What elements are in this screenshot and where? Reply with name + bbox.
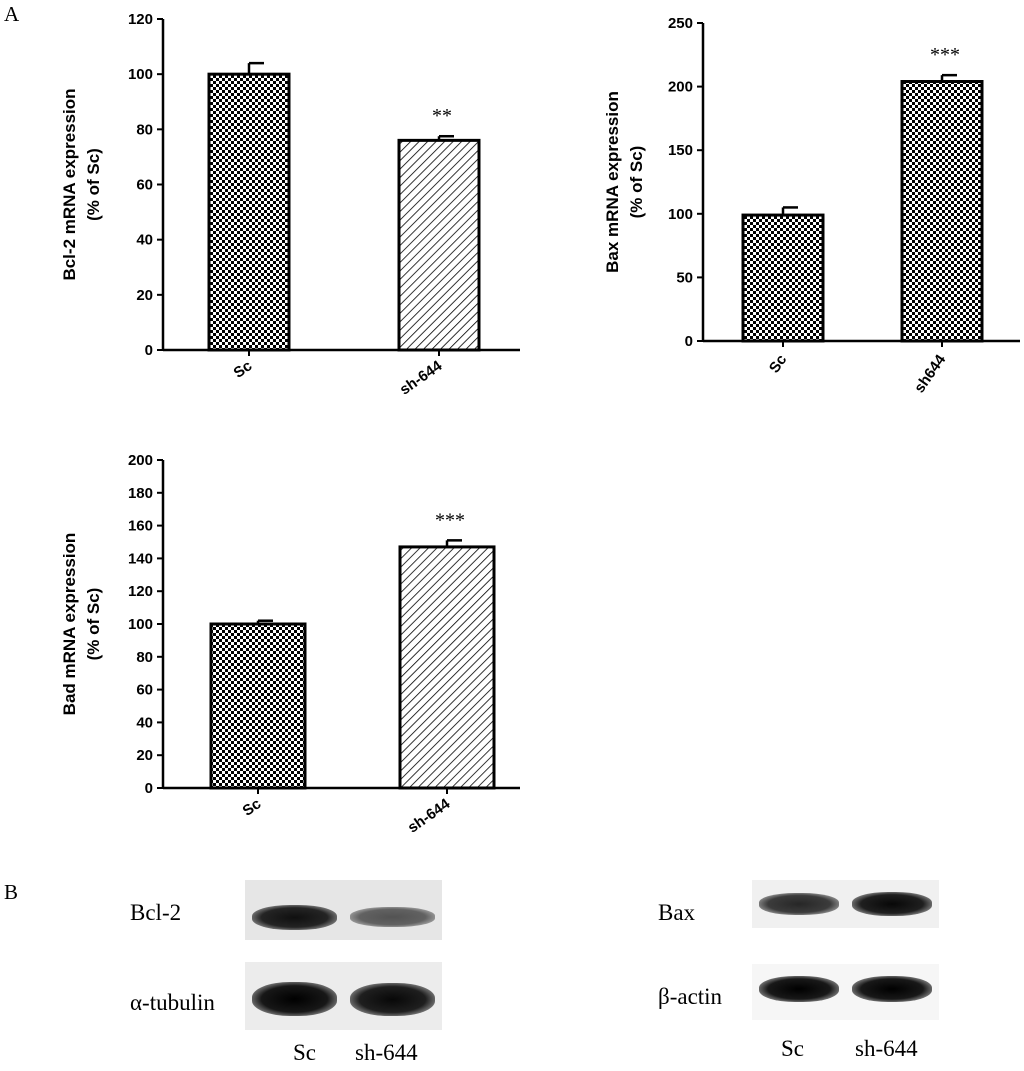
y-tick-label: 100: [128, 66, 153, 83]
panel-label-a: A: [4, 2, 20, 26]
y-tick-label: 60: [136, 682, 153, 699]
y-tick-label: 120: [128, 11, 153, 28]
blot-band: [852, 892, 933, 916]
bar-sh-644: [398, 545, 496, 790]
y-tick-label: 0: [685, 333, 693, 350]
bcl2-chart: 0 20 40 60 80 100 120 Bcl-2 mRNA expression (% o…: [60, 11, 520, 399]
y-tick-label: 250: [668, 15, 693, 32]
significance-label: ***: [435, 509, 465, 531]
blot-band: [350, 982, 436, 1017]
bar-sh-644: [397, 138, 481, 352]
bar-Sc: [207, 72, 291, 352]
blot-band: [852, 976, 933, 1003]
y-tick-label: 0: [145, 780, 153, 797]
y-tick-label: 80: [136, 649, 153, 666]
x-tick-label: Sc: [240, 795, 265, 819]
y-tick-label: 150: [668, 142, 693, 159]
blot-band: [350, 907, 436, 927]
y-tick-label: 200: [668, 79, 693, 96]
x-tick-label: sh-644: [405, 795, 454, 837]
blot-lane-sc-right: Sc: [781, 1036, 804, 1061]
y-tick-label: 100: [668, 206, 693, 223]
bar-Sc: [741, 213, 825, 343]
y-axis-title-line1: Bad mRNA expression: [60, 533, 79, 716]
y-tick-label: 40: [136, 232, 153, 249]
x-tick-label: sh-644: [397, 357, 446, 399]
blot-band: [251, 904, 337, 930]
y-tick-label: 100: [128, 616, 153, 633]
blot-lane-sh644-right: sh-644: [855, 1036, 918, 1061]
y-tick-label: 20: [136, 747, 153, 764]
y-axis-title-line2: (% of Sc): [84, 148, 103, 221]
bax-chart: 0 50 100 150 200 250 Bax mRNA expression (% of …: [603, 15, 1020, 396]
bar-sh644: [900, 80, 984, 343]
y-tick-label: 120: [128, 583, 153, 600]
blot-image-bcl2: [245, 880, 442, 940]
x-tick-label: sh644: [911, 351, 950, 396]
y-axis-title-line1: Bcl-2 mRNA expression: [60, 88, 79, 280]
y-tick-label: 160: [128, 518, 153, 535]
y-tick-label: 40: [136, 714, 153, 731]
y-axis-title-line1: Bax mRNA expression: [603, 91, 622, 273]
y-axis-title-line2: (% of Sc): [84, 588, 103, 661]
y-tick-label: 20: [136, 287, 153, 304]
blot-band: [758, 976, 839, 1003]
y-tick-label: 180: [128, 485, 153, 502]
blot-band: [251, 982, 337, 1017]
x-tick-label: Sc: [231, 357, 256, 381]
blot-band: [758, 893, 839, 915]
blot-label-bax: Bax: [658, 900, 696, 925]
blot-label-alpha-tubulin: α-tubulin: [130, 990, 215, 1015]
y-tick-label: 200: [128, 452, 153, 469]
bad-chart: 0 20 40 60 80 100 120 140 160 180 200 Bad mRNA expr…: [60, 452, 520, 837]
blot-label-beta-actin: β-actin: [658, 984, 723, 1009]
y-tick-label: 140: [128, 550, 153, 567]
y-tick-label: 0: [145, 342, 153, 359]
blot-image-bax: [752, 880, 939, 928]
blot-image-alpha-tubulin: [245, 962, 442, 1030]
significance-label: ***: [930, 44, 960, 66]
y-tick-label: 50: [676, 269, 693, 286]
significance-label: **: [432, 105, 452, 127]
blot-lane-sh644-left: sh-644: [355, 1040, 418, 1065]
blot-label-bcl2: Bcl-2: [130, 900, 182, 925]
bar-Sc: [209, 622, 307, 790]
blot-image-beta-actin: [752, 964, 939, 1020]
bar-charts: 0 20 40 60 80 100 120 Bcl-2 mRNA expression (% o…: [60, 11, 1020, 837]
blot-lane-sc-left: Sc: [293, 1040, 316, 1065]
y-axis-title-line2: (% of Sc): [627, 146, 646, 219]
panel-label-b: B: [4, 880, 19, 904]
x-tick-label: Sc: [766, 352, 790, 377]
y-tick-label: 60: [136, 177, 153, 194]
y-tick-label: 80: [136, 121, 153, 138]
